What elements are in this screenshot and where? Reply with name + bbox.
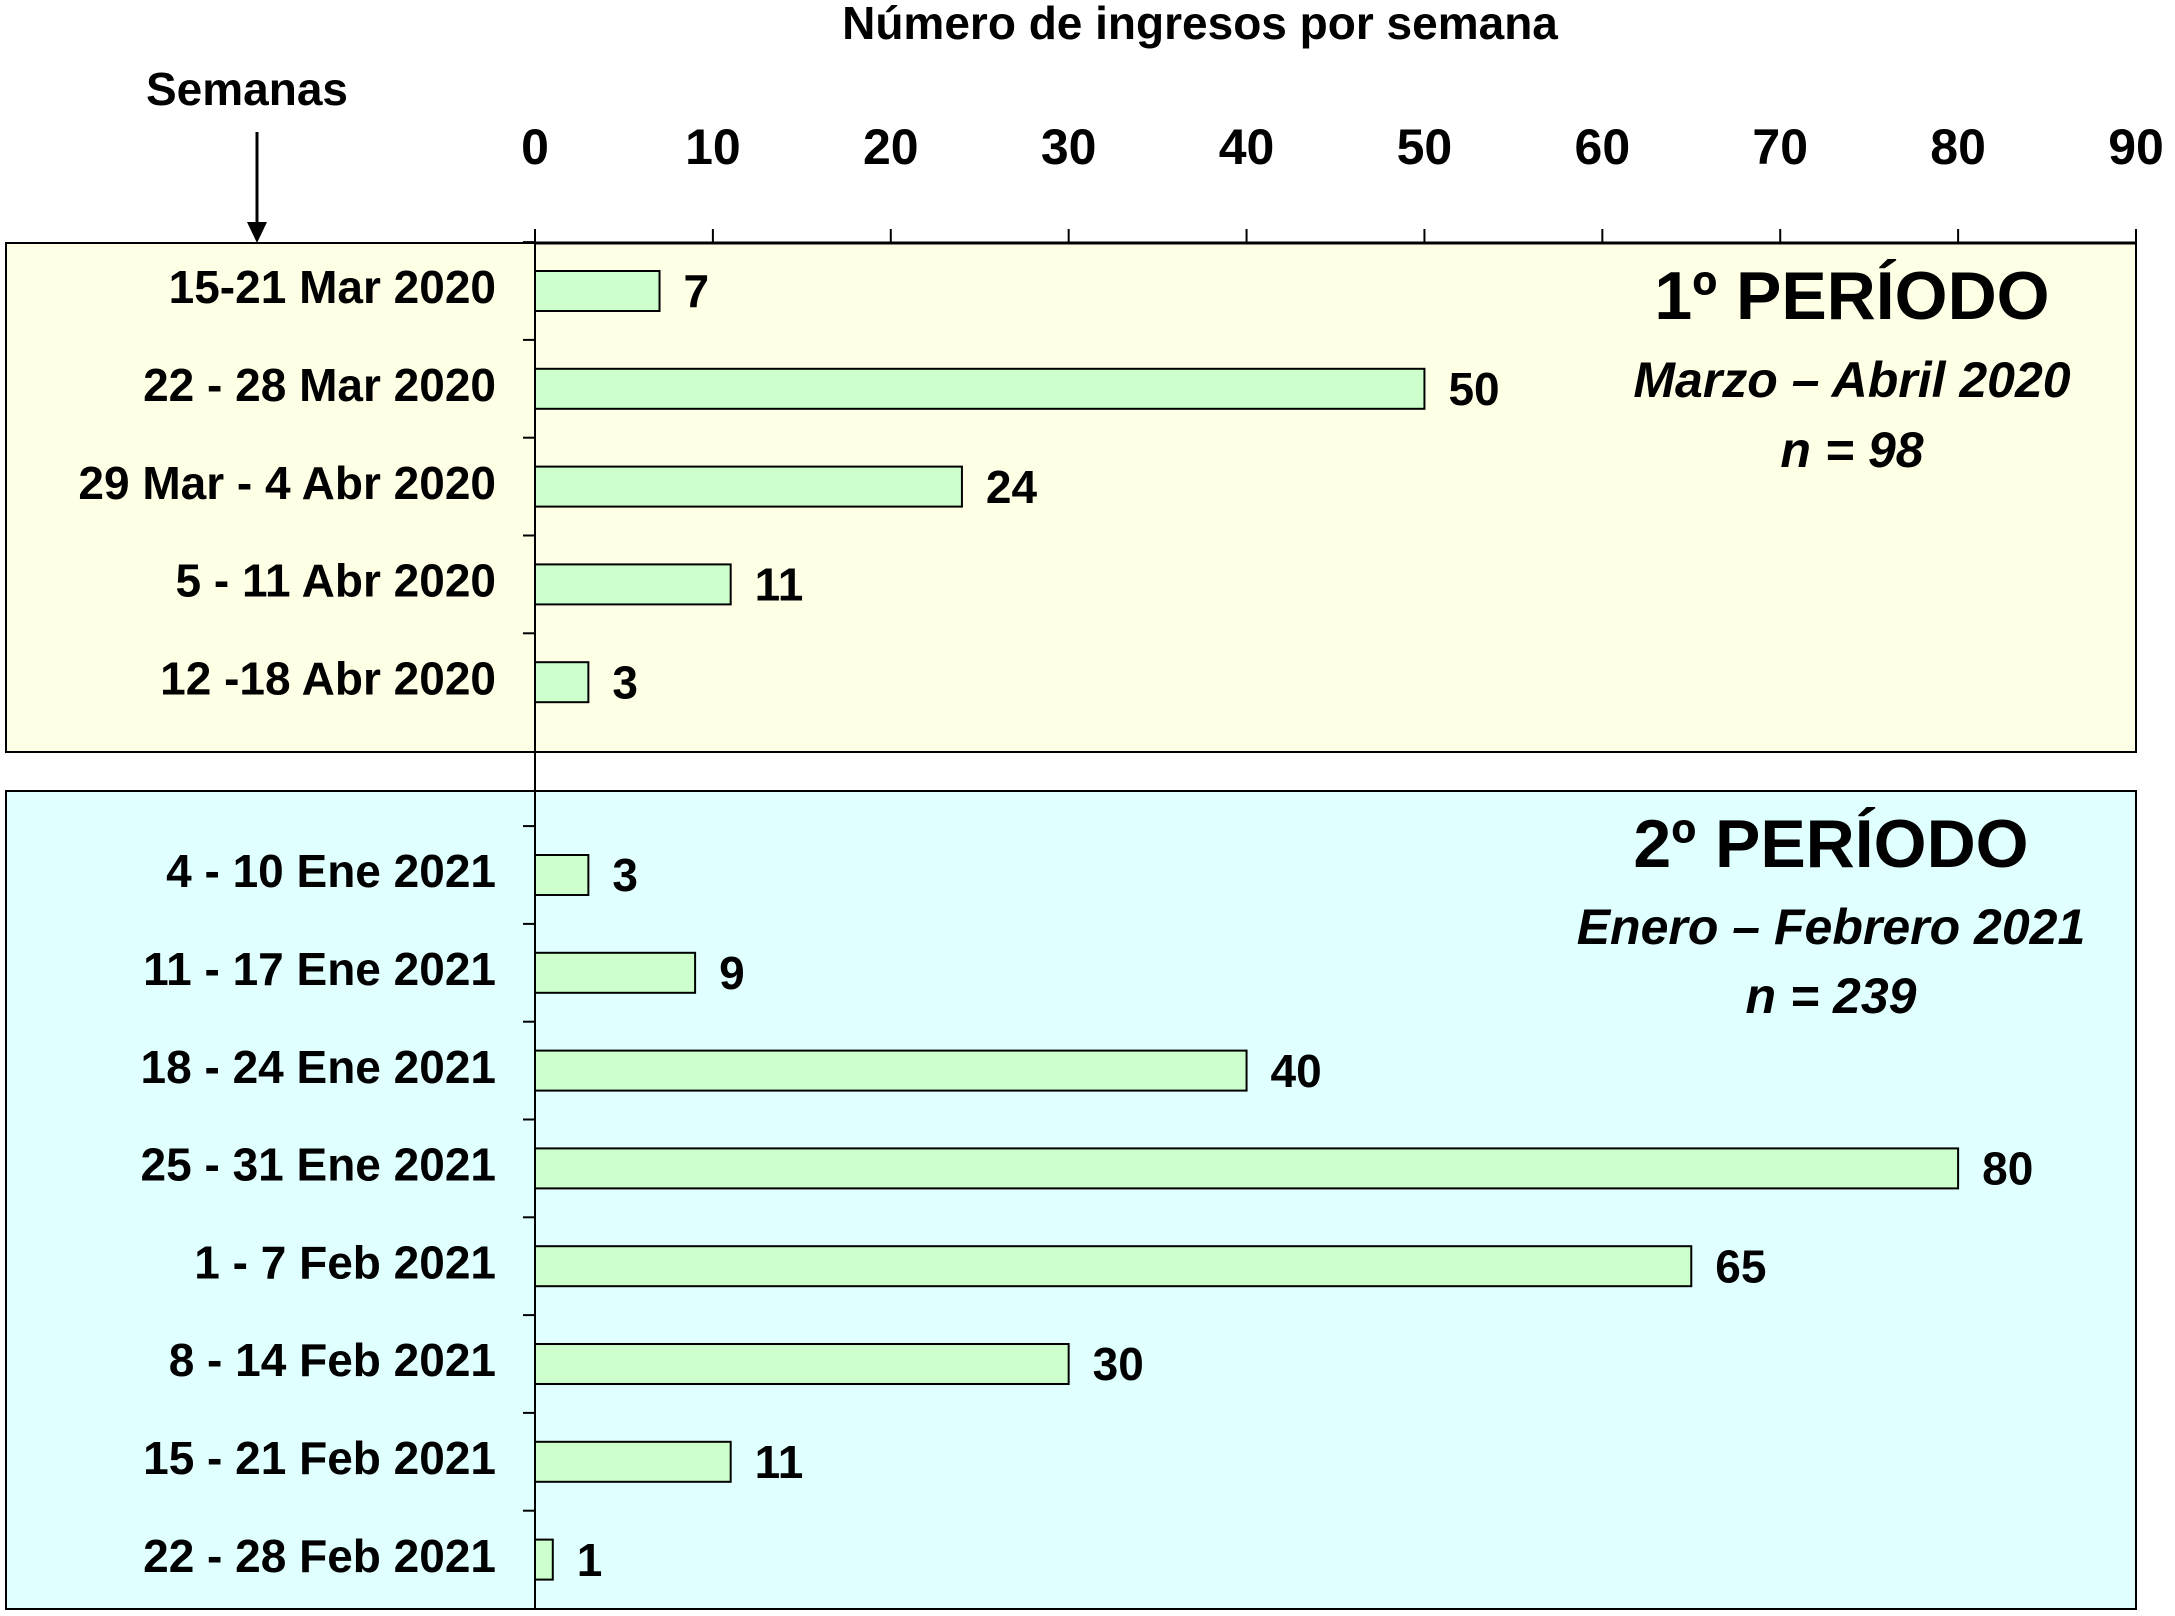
y-tick-label: 18 - 24 Ene 2021 <box>141 1041 496 1093</box>
bar <box>534 1245 1693 1288</box>
bar <box>534 563 732 606</box>
x-tick-label: 20 <box>863 119 919 175</box>
y-tick-label: 15 - 21 Feb 2021 <box>143 1432 496 1484</box>
panel-title: 1º PERÍODO <box>1654 258 2049 334</box>
bar <box>534 854 590 896</box>
data-label: 3 <box>612 849 638 901</box>
data-label: 11 <box>755 559 804 611</box>
panel-note: n = 239 <box>1746 968 1917 1024</box>
y-tick-label: 4 - 10 Ene 2021 <box>166 845 496 897</box>
data-label: 7 <box>684 265 710 317</box>
data-label: 30 <box>1093 1338 1144 1390</box>
panel-subtitle: Enero – Febrero 2021 <box>1577 899 2086 955</box>
x-tick-label: 30 <box>1041 119 1097 175</box>
x-tick-label: 80 <box>1930 119 1986 175</box>
x-tick-label: 10 <box>685 119 741 175</box>
arrow-head <box>247 222 267 243</box>
panel-background <box>5 242 2137 753</box>
bar <box>534 1049 1248 1092</box>
y-tick-label: 15-21 Mar 2020 <box>169 261 496 313</box>
bar <box>534 1147 1960 1190</box>
bar <box>534 1538 554 1581</box>
bar <box>534 270 661 312</box>
bar <box>534 1343 1070 1385</box>
data-label: 24 <box>986 461 1038 513</box>
y-tick-label: 22 - 28 Feb 2021 <box>143 1530 496 1582</box>
bar <box>534 661 590 704</box>
y-tick-label: 12 -18 Abr 2020 <box>160 652 496 704</box>
panel-note: n = 98 <box>1780 422 1923 478</box>
y-axis-label: Semanas <box>146 63 348 115</box>
bar <box>534 367 1426 410</box>
data-label: 1 <box>577 1534 603 1586</box>
data-label: 65 <box>1715 1240 1766 1292</box>
bar <box>534 465 963 508</box>
data-label: 9 <box>719 947 745 999</box>
data-label: 11 <box>755 1436 804 1488</box>
panel-title: 2º PERÍODO <box>1633 806 2028 882</box>
bar <box>534 1440 732 1483</box>
data-label: 3 <box>612 656 638 708</box>
x-tick-label: 40 <box>1219 119 1275 175</box>
x-tick-label: 70 <box>1752 119 1808 175</box>
bar <box>534 951 697 994</box>
x-tick-label: 0 <box>521 119 549 175</box>
y-tick-label: 25 - 31 Ene 2021 <box>141 1139 496 1191</box>
chart-title: Número de ingresos por semana <box>842 0 1558 49</box>
data-label: 40 <box>1271 1045 1322 1097</box>
y-tick-label: 22 - 28 Mar 2020 <box>143 359 496 411</box>
y-tick-label: 1 - 7 Feb 2021 <box>194 1236 496 1288</box>
data-label: 80 <box>1982 1143 2033 1195</box>
x-tick-label: 60 <box>1575 119 1631 175</box>
x-tick-label: 90 <box>2108 119 2164 175</box>
y-tick-label: 11 - 17 Ene 2021 <box>143 943 496 995</box>
y-tick-label: 8 - 14 Feb 2021 <box>169 1334 496 1386</box>
panel-background <box>5 790 2137 1610</box>
panel-subtitle: Marzo – Abril 2020 <box>1633 352 2070 408</box>
y-tick-label: 29 Mar - 4 Abr 2020 <box>78 457 496 509</box>
data-label: 50 <box>1448 363 1499 415</box>
y-tick-label: 5 - 11 Abr 2020 <box>176 555 497 607</box>
x-tick-label: 50 <box>1397 119 1453 175</box>
